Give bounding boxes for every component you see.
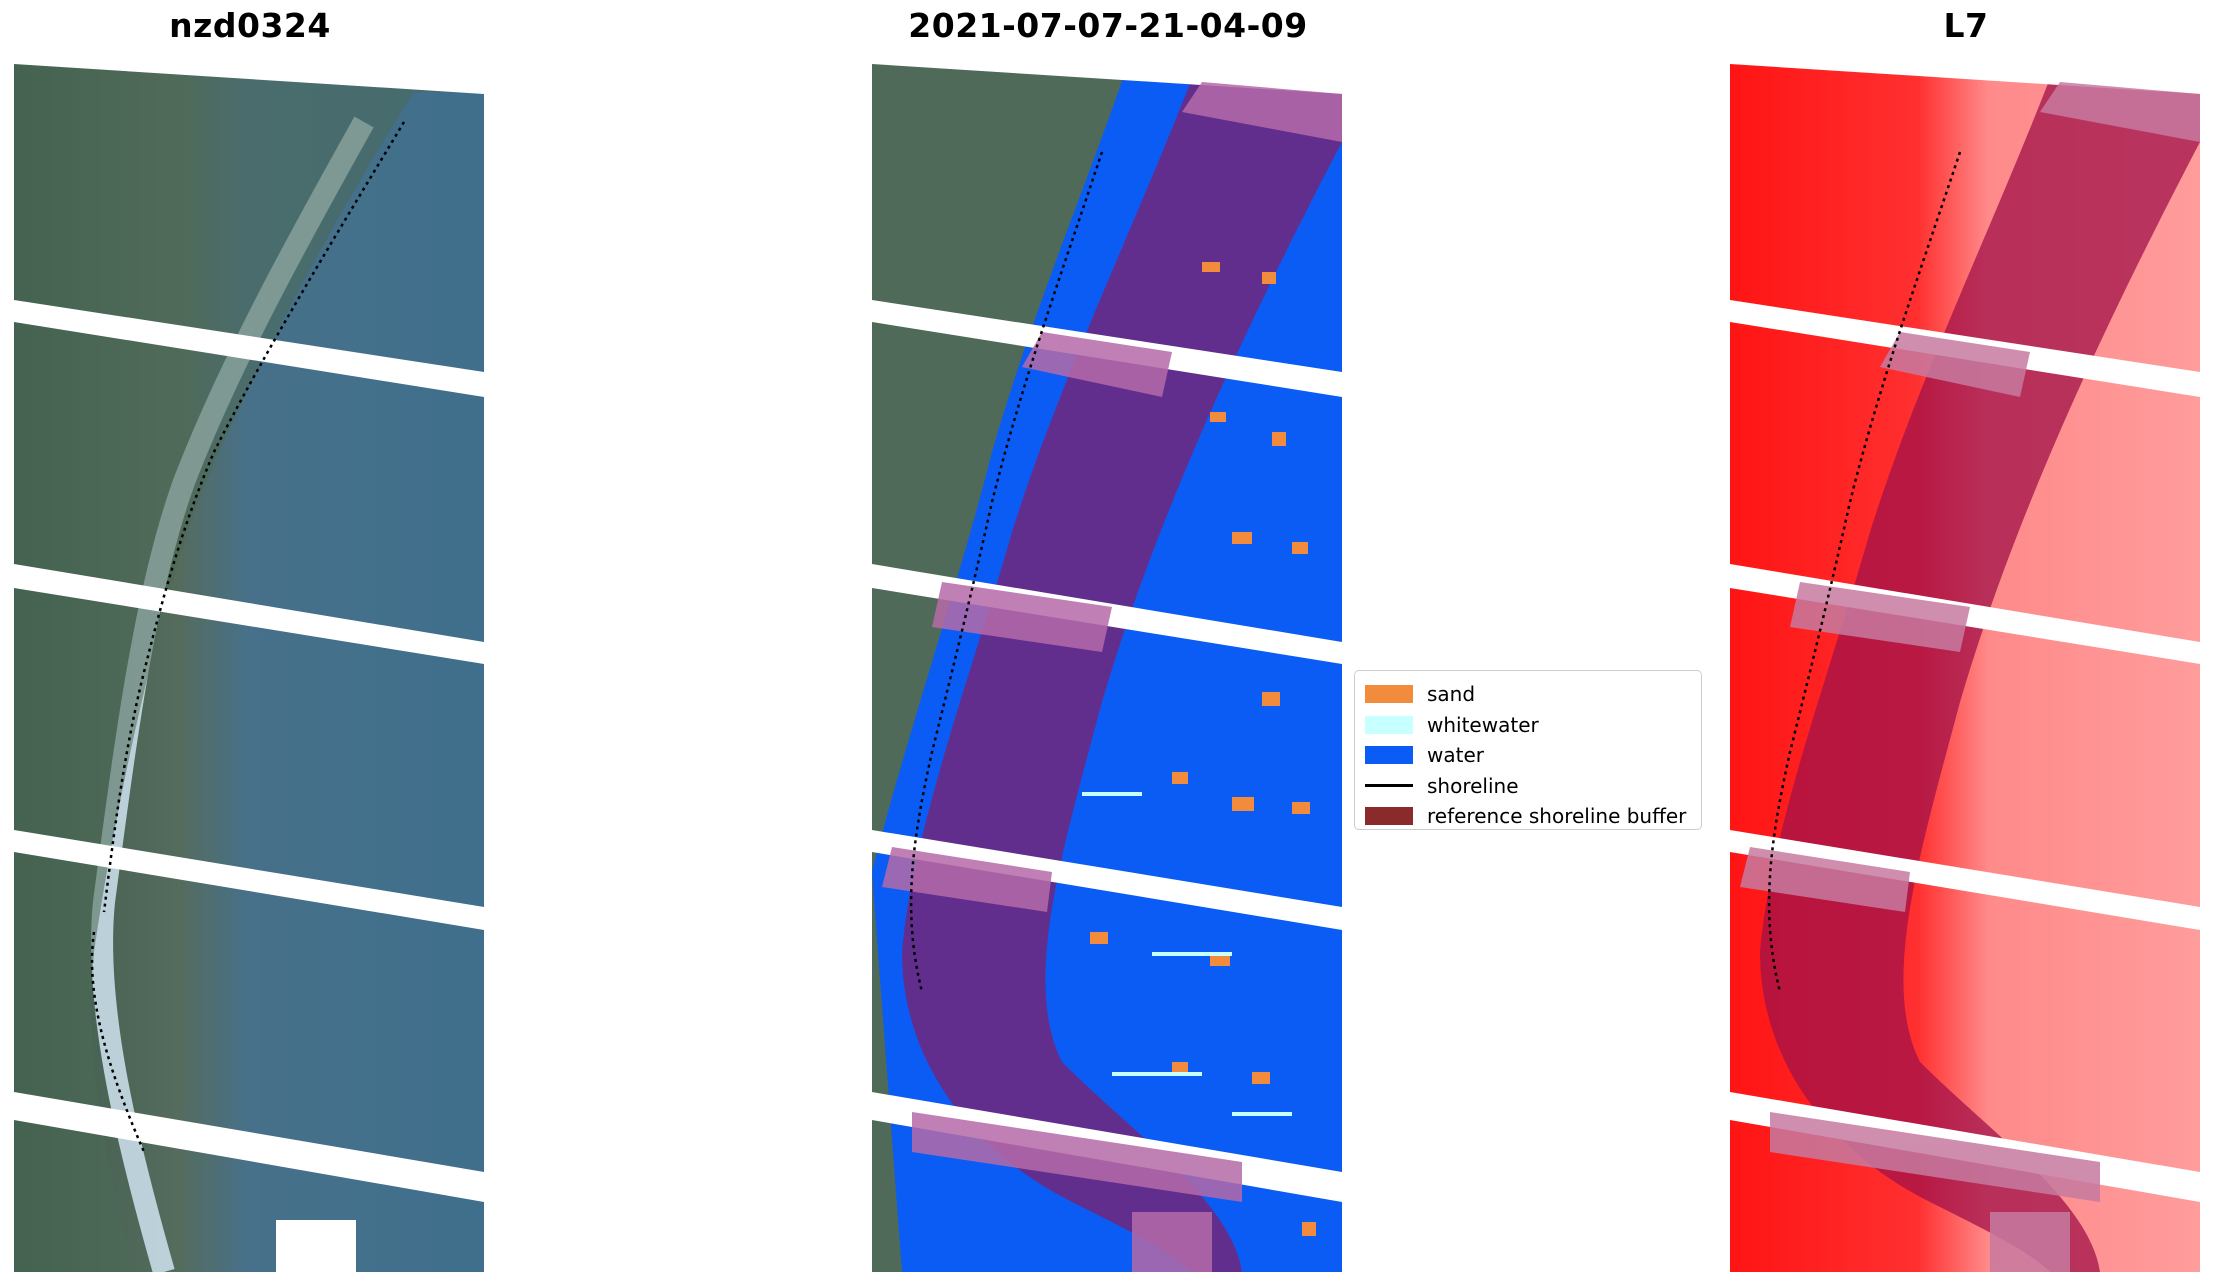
- index-image-panel: [1730, 52, 2200, 1272]
- legend-label-shoreline: shoreline: [1427, 773, 1519, 798]
- rgb-satellite-image: [14, 52, 484, 1272]
- legend-item-sand: sand: [1365, 679, 1691, 710]
- panel-title-index: L7: [1943, 6, 1989, 45]
- legend-item-water: water: [1365, 740, 1691, 771]
- rgb-image-panel: [14, 52, 484, 1272]
- legend: sand whitewater water shoreline referenc…: [1354, 670, 1702, 830]
- legend-item-reference-buffer: reference shoreline buffer: [1365, 801, 1691, 832]
- legend-label-whitewater: whitewater: [1427, 712, 1539, 737]
- sand-swatch: [1365, 685, 1413, 704]
- shoreline-line-swatch: [1365, 784, 1413, 788]
- water-swatch: [1365, 746, 1413, 765]
- panel-title-classified: 2021-07-07-21-04-09: [908, 6, 1308, 45]
- whitewater-swatch: [1365, 715, 1413, 734]
- index-image: [1730, 52, 2200, 1272]
- legend-item-shoreline: shoreline: [1365, 771, 1691, 802]
- panel-title-rgb: nzd0324: [169, 6, 331, 45]
- legend-label-water: water: [1427, 743, 1484, 768]
- legend-label-reference-buffer: reference shoreline buffer: [1427, 804, 1687, 829]
- legend-label-sand: sand: [1427, 682, 1476, 707]
- legend-item-whitewater: whitewater: [1365, 710, 1691, 741]
- buffer-swatch: [1365, 807, 1413, 826]
- classified-image-panel: [872, 52, 1342, 1272]
- classified-image: [872, 52, 1342, 1272]
